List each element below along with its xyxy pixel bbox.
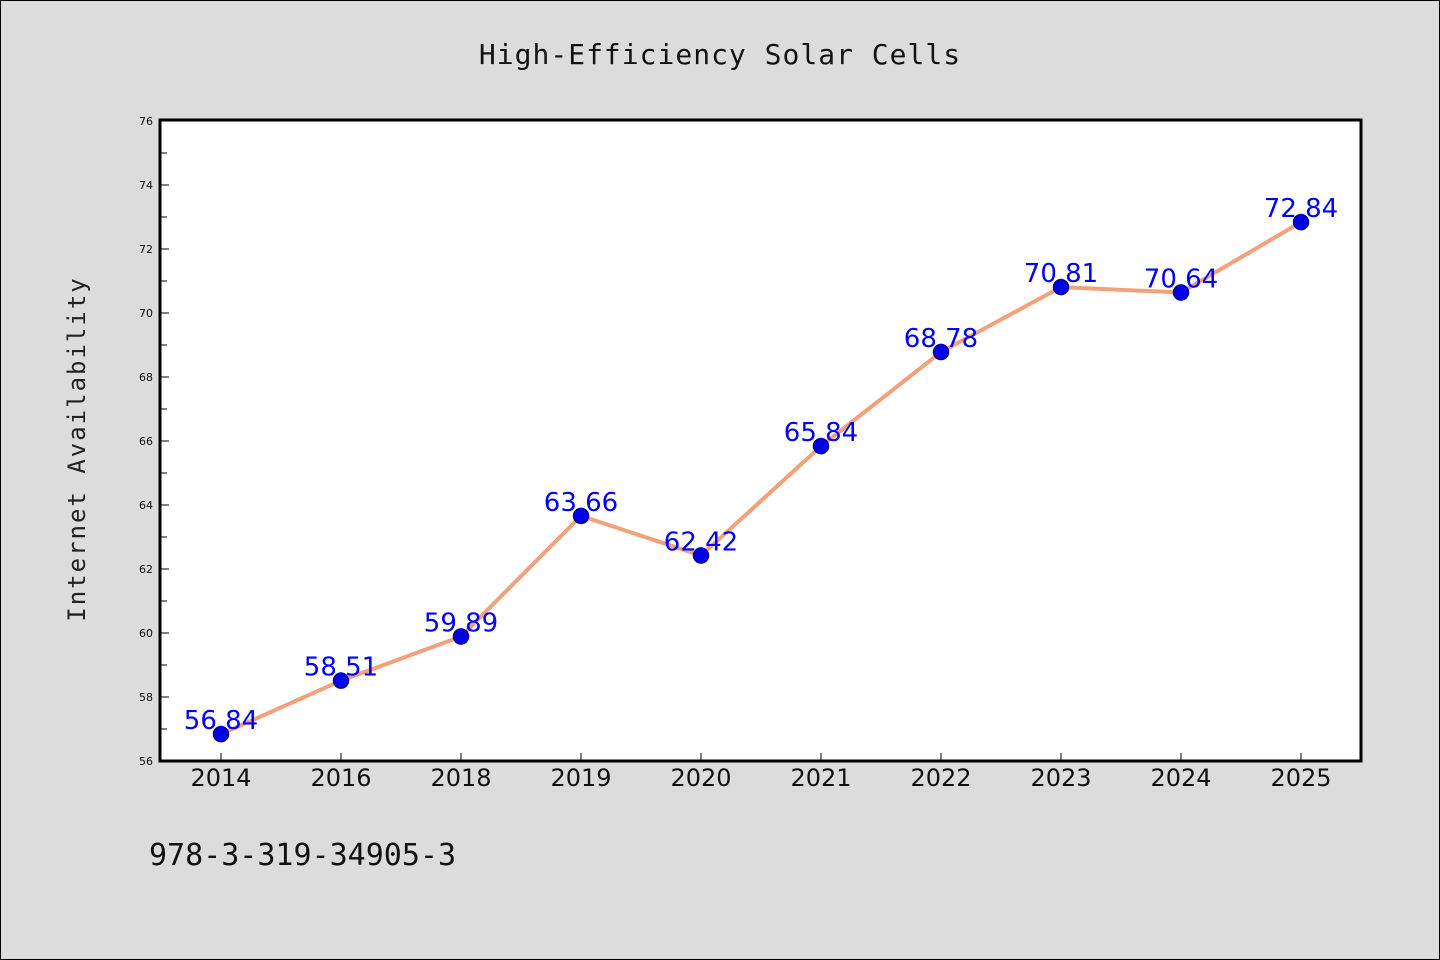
data-point <box>1172 284 1190 301</box>
y-tick-label: 74 <box>139 179 153 192</box>
chart-title: High-Efficiency Solar Cells <box>479 38 961 71</box>
data-labels-layer: 56.84 58.51 59.89 63.66 62.42 65.84 68.78 70.81… <box>184 194 1338 736</box>
plot-area <box>158 118 1363 763</box>
data-label: 59.89 <box>424 609 498 639</box>
x-tick-label: 2014 <box>190 764 251 792</box>
x-tick-label: 2016 <box>310 764 371 792</box>
y-tick-label: 66 <box>139 435 153 448</box>
data-label: 68.78 <box>904 324 978 354</box>
axis-ticks: 56 58 60 62 64 66 68 70 72 74 76 2014 2016 2018 2019 20… <box>139 115 1332 792</box>
y-tick-label: 70 <box>139 307 153 320</box>
y-tick-label: 62 <box>139 563 153 576</box>
data-point <box>332 672 350 689</box>
y-axis-label: Internet Availability <box>63 276 91 621</box>
x-tick-label: 2024 <box>1150 764 1211 792</box>
data-label: 70.64 <box>1144 265 1218 295</box>
data-point <box>932 343 950 361</box>
x-tick-label: 2022 <box>910 764 971 792</box>
x-tick-label: 2021 <box>790 764 851 792</box>
x-tick-label: 2025 <box>1270 764 1331 792</box>
data-points-layer <box>212 213 1310 743</box>
x-tick-label: 2018 <box>430 764 491 792</box>
series-line-layer <box>220 220 1303 736</box>
data-point <box>692 547 710 564</box>
data-point <box>452 628 470 645</box>
x-tick-label: 2020 <box>670 764 731 792</box>
y-tick-label: 56 <box>139 755 153 768</box>
y-tick-label: 60 <box>139 627 153 640</box>
x-tick-label: 2023 <box>1030 764 1091 792</box>
data-label: 56.84 <box>184 706 258 736</box>
data-label: 72.84 <box>1264 194 1338 224</box>
data-label: 65.84 <box>784 418 858 448</box>
y-tick-label: 58 <box>139 691 153 704</box>
y-tick-label: 72 <box>139 243 153 256</box>
y-tick-label: 76 <box>139 115 153 128</box>
series-line <box>220 220 1303 736</box>
data-point <box>572 507 590 525</box>
data-point <box>212 725 230 743</box>
data-label: 70.81 <box>1024 259 1098 289</box>
data-point <box>1052 278 1070 296</box>
data-point <box>1292 213 1310 231</box>
x-tick-label: 2019 <box>550 764 611 792</box>
footer-isbn: 978-3-319-34905-3 <box>149 838 456 873</box>
data-label: 58.51 <box>304 653 378 683</box>
data-point <box>812 437 830 455</box>
y-tick-label: 68 <box>139 371 153 384</box>
y-tick-label: 64 <box>139 499 153 512</box>
data-label: 63.66 <box>544 488 618 518</box>
data-label: 62.42 <box>664 528 738 558</box>
